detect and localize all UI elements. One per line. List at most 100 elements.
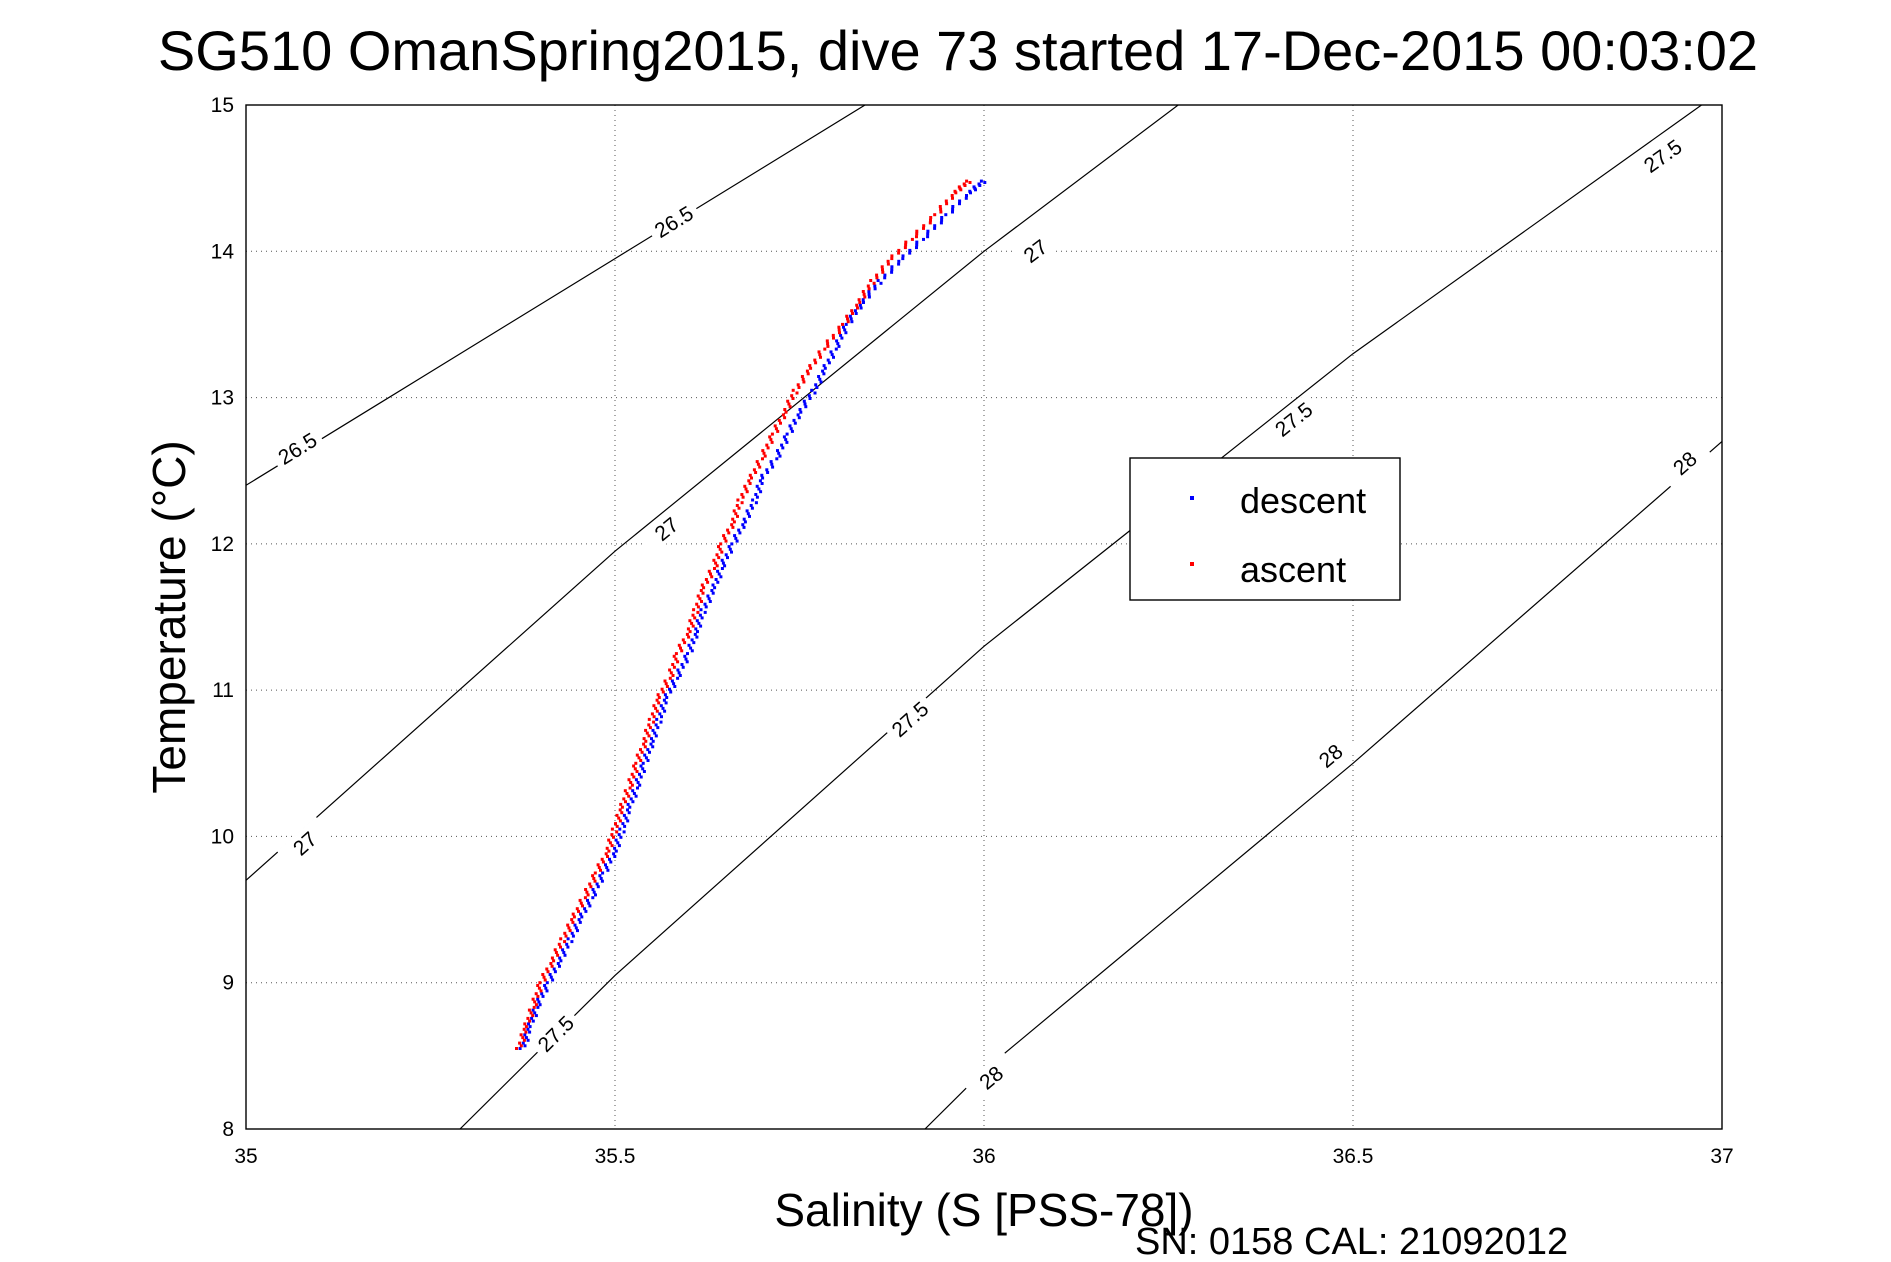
data-point (523, 1022, 527, 1026)
data-point (977, 182, 981, 186)
data-point (543, 978, 547, 982)
data-point (748, 482, 752, 485)
data-point (781, 413, 785, 417)
data-point (681, 665, 685, 669)
data-point (737, 506, 741, 510)
data-point (876, 279, 880, 282)
data-point (668, 687, 671, 691)
data-point (596, 885, 600, 889)
data-point (782, 435, 786, 439)
data-point (901, 254, 905, 258)
data-point (735, 539, 739, 543)
data-point (637, 756, 641, 760)
data-point (669, 690, 673, 694)
legend-ascent-label: ascent (1240, 549, 1346, 590)
data-point (790, 429, 794, 433)
data-point (797, 416, 801, 420)
data-point (837, 344, 841, 348)
data-point (741, 523, 745, 527)
data-point (655, 717, 659, 721)
data-point (747, 479, 751, 483)
data-point (827, 361, 831, 365)
data-point (770, 440, 774, 444)
data-point (571, 912, 575, 916)
data-point (702, 586, 706, 590)
data-point (636, 781, 640, 784)
data-point (695, 619, 699, 623)
data-point (613, 855, 617, 858)
data-point (765, 468, 769, 472)
data-point (707, 597, 711, 601)
data-point (720, 558, 724, 562)
data-point (839, 333, 843, 337)
data-point (646, 759, 650, 762)
data-point (570, 918, 574, 922)
data-point (576, 929, 579, 933)
data-point (567, 926, 571, 930)
data-point (808, 397, 812, 400)
data-point (901, 257, 905, 261)
x-tick-label: 36.5 (1333, 1145, 1374, 1168)
data-point (588, 904, 592, 908)
data-point (661, 706, 665, 710)
data-point (663, 693, 667, 697)
data-point (663, 709, 667, 713)
data-point (659, 720, 663, 724)
data-point (566, 923, 570, 927)
data-point (586, 893, 590, 897)
data-point (730, 523, 734, 527)
data-point (693, 632, 697, 636)
data-point (631, 800, 635, 804)
data-point (862, 301, 865, 304)
data-point (610, 827, 614, 831)
data-point (647, 734, 651, 738)
data-point (687, 635, 691, 639)
data-point (815, 386, 819, 389)
data-point (618, 827, 622, 831)
data-point (766, 471, 770, 474)
data-point (838, 331, 841, 335)
data-point (790, 394, 794, 398)
data-point (519, 1044, 523, 1048)
data-point (551, 978, 555, 982)
data-point (720, 567, 724, 570)
data-point (714, 578, 718, 581)
data-point (929, 218, 932, 222)
data-point (915, 235, 918, 239)
data-point (634, 761, 638, 765)
data-point (538, 1003, 542, 1007)
data-point (730, 542, 734, 546)
y-tick-label: 11 (212, 679, 234, 702)
data-point (601, 871, 605, 875)
data-point (579, 912, 583, 916)
data-point (715, 553, 719, 557)
data-point (748, 514, 751, 518)
data-point (693, 616, 697, 620)
data-point (819, 380, 823, 384)
data-point (651, 745, 655, 749)
data-point (800, 375, 804, 378)
data-point (620, 805, 624, 809)
data-point (656, 726, 660, 730)
data-point (652, 720, 656, 724)
data-point (698, 597, 702, 601)
data-point (915, 229, 919, 233)
data-point (810, 388, 814, 392)
data-point (867, 292, 871, 296)
data-point (528, 1030, 532, 1034)
y-tick-label: 9 (222, 972, 234, 995)
data-point (711, 583, 715, 587)
data-point (880, 265, 884, 269)
data-point (731, 525, 735, 529)
data-point (634, 794, 638, 798)
data-point (584, 888, 588, 891)
data-point (802, 399, 806, 403)
data-point (578, 898, 582, 902)
data-point (658, 712, 662, 716)
data-point (773, 424, 777, 428)
data-point (826, 342, 830, 346)
data-point (543, 984, 547, 987)
data-point (627, 811, 631, 815)
data-point (542, 975, 546, 979)
data-point (766, 446, 770, 450)
